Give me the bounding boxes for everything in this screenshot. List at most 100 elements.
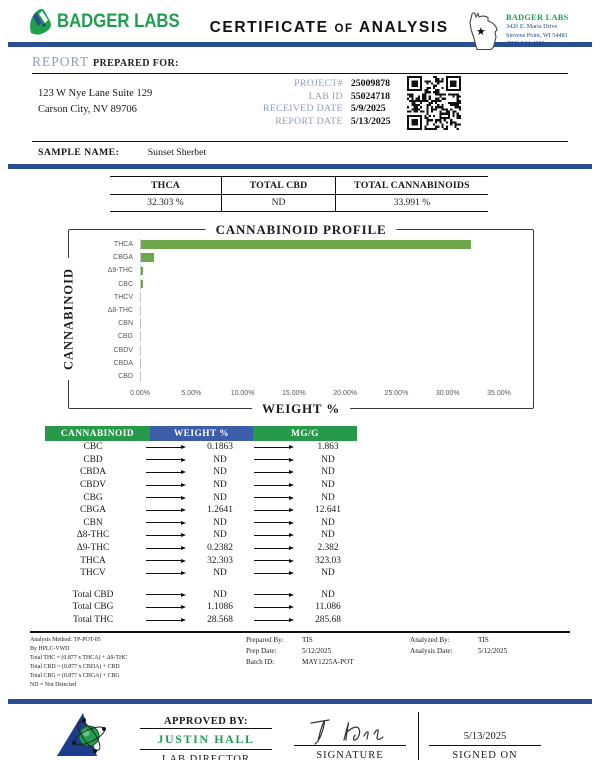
chart-bar-zone: [140, 331, 499, 343]
prep-notes: Prepared By: TIS Prep Date: 5/12/2025 Batch …: [246, 636, 404, 689]
chart-bar-zone: [140, 252, 499, 264]
weight-value: 32.303: [207, 555, 233, 566]
analysis-meta-notes: Analyzed By: TIS Analysis Date: 5/12/2025: [410, 636, 507, 689]
signature-block: SIGNATURE: [294, 709, 406, 760]
report-field-value: 25009878: [350, 78, 391, 89]
arrow-icon: [254, 571, 294, 575]
wisconsin-map-icon: ★: [469, 12, 498, 51]
chart-title: CANNABINOID PROFILE: [205, 222, 397, 238]
chart-row: Δ8-THC: [75, 304, 499, 316]
note-row: Analyzed By: TIS: [410, 636, 507, 644]
mgg-value: ND: [321, 530, 335, 541]
arrow-icon: [146, 470, 186, 474]
chart-row: CBC: [75, 278, 499, 290]
signed-on-block: 5/13/2025 SIGNED ON: [429, 709, 541, 760]
chart-bar-zone: [140, 344, 499, 356]
results-table-header: CANNABINOID WEIGHT % MG/G: [45, 426, 357, 441]
arrow-icon: [146, 618, 186, 622]
table-gap: [45, 580, 357, 589]
arrow-icon: [146, 559, 186, 563]
chart-row: THCA: [75, 239, 499, 250]
results-table-row: THCA 32.303 323.03: [45, 554, 357, 567]
chart-row: CBD: [75, 370, 499, 382]
note-label: Prepared By:: [246, 636, 284, 645]
cannabinoid-name: CBG: [83, 492, 103, 503]
chart-bar-zone: [140, 318, 499, 330]
arrow-icon: [254, 483, 294, 487]
chart-row: CBDA: [75, 357, 499, 369]
cannabinoid-name: CBDA: [79, 467, 107, 478]
chart-bar-zone: [140, 265, 499, 277]
sample-name-value: Sunset Sherbet: [147, 147, 207, 158]
cannabinoid-name: CBGA: [79, 505, 107, 516]
note-value: 5/12/2025: [478, 647, 508, 656]
analysis-notes: Analysis Method: TP-POT-05 By HPLC-VWD Tot…: [30, 631, 570, 689]
column-header-cannabinoid: CANNABINOID: [45, 426, 150, 441]
note-value: TIS: [302, 636, 313, 645]
mgg-value: 12.641: [315, 505, 341, 516]
note-label: Analysis Date:: [410, 647, 453, 656]
weight-value: ND: [213, 589, 227, 600]
results-table-row: CBN ND ND: [45, 517, 357, 530]
chart-bar-zone: [140, 370, 499, 382]
summary-header: TOTAL CANNABINOIDS: [335, 177, 488, 195]
signed-on-date: 5/13/2025: [463, 731, 507, 743]
summary-value: 32.303 %: [147, 198, 184, 208]
divider-bar: [8, 699, 592, 705]
report-info: 123 W Nye Lane Suite 129 Carson City, NV…: [32, 74, 568, 142]
summary-value: ND: [221, 195, 335, 211]
signed-on-line: [429, 745, 541, 747]
chart-bar: [141, 279, 143, 289]
chart-row: CBG: [75, 331, 499, 343]
client-address: 123 W Nye Lane Suite 129 Carson City, NV…: [38, 88, 153, 116]
report-field-value: 5/13/2025: [350, 115, 391, 127]
results-table-row: CBDV ND ND: [45, 479, 357, 492]
note-value: 5/12/2025: [302, 647, 332, 656]
arrow-icon: [254, 618, 294, 622]
note-row: Analysis Date: 5/12/2025: [410, 647, 507, 655]
mgg-value: 11.086: [315, 602, 341, 613]
arrow-icon: [254, 496, 294, 500]
report-fields: PROJECT# 25009878 LAB ID 55024718 RECEIVED D…: [263, 74, 391, 135]
chart-row: CBDV: [75, 344, 499, 356]
mgg-value: ND: [321, 492, 335, 503]
cannabinoid-profile-chart: CANNABINOID PROFILE CANNABINOID WEIGHT %…: [61, 222, 534, 417]
chart-row: Δ9-THC: [75, 265, 499, 277]
column-header-mgg: MG/G: [253, 426, 357, 441]
arrow-icon: [146, 571, 186, 575]
weight-value: ND: [213, 467, 227, 478]
chart-category-label: CBDA: [113, 359, 133, 367]
arrow-icon: [146, 496, 186, 500]
approver-title: LAB DIRECTOR: [162, 754, 250, 760]
divider-bar: [8, 164, 592, 169]
summary-table: THCA TOTAL CBD TOTAL CANNABINOIDS 32.303 % N…: [110, 176, 488, 212]
chart-category-label: Δ8-THC: [107, 306, 133, 314]
header: BADGER LABS CERTIFICATE OF ANALYSIS ★ BA…: [0, 0, 600, 51]
cannabinoid-name: CBC: [83, 442, 103, 453]
note-value: TIS: [478, 636, 489, 645]
note-row: Prepared By: TIS: [246, 636, 404, 644]
results-table-row: CBD ND ND: [45, 454, 357, 467]
arrow-icon: [254, 470, 294, 474]
results-table-row: CBDA ND ND: [45, 466, 357, 479]
cannabinoid-name: CBN: [83, 517, 103, 528]
sample-name-label: SAMPLE NAME:: [38, 147, 120, 158]
arrow-icon: [254, 458, 294, 462]
arrow-icon: [254, 521, 294, 525]
note-label: Analyzed By:: [410, 636, 450, 645]
arrow-icon: [146, 593, 186, 597]
handwritten-signature: [310, 719, 384, 746]
approver-name: JUSTIN HALL: [140, 729, 272, 751]
chart-bar-zone: [140, 357, 499, 369]
badger-head-icon: [30, 9, 51, 35]
note-line: Analysis Method: TP-POT-05: [30, 637, 101, 644]
results-table-row: Δ9-THC 0.2382 2.382: [45, 542, 357, 555]
arrow-icon: [146, 508, 186, 512]
column-header-weight: WEIGHT %: [150, 426, 253, 441]
chart-bars: THCA CBGA Δ9-THC CBC THCV Δ8-THC CBN CBG CBDV CBD…: [75, 239, 499, 382]
cannabinoid-name: CBDV: [79, 480, 107, 491]
chart-bar-zone: [140, 278, 499, 290]
chart-row: CBN: [75, 318, 499, 330]
weight-value: 0.2382: [207, 543, 233, 554]
mgg-value: ND: [321, 589, 335, 600]
